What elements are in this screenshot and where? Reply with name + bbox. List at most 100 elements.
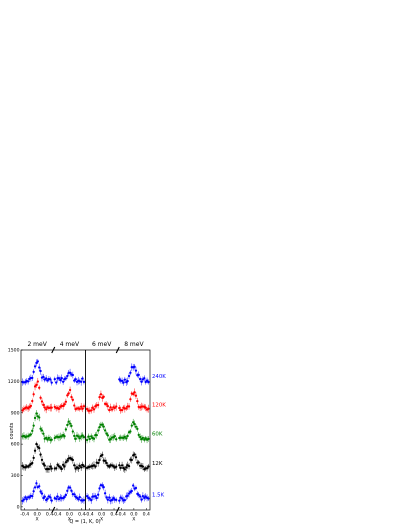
data-point xyxy=(95,496,98,500)
data-point xyxy=(47,436,51,440)
axis-break-mark xyxy=(51,346,56,354)
y-tick-label: 600 xyxy=(11,442,20,448)
data-point xyxy=(137,373,140,377)
data-point xyxy=(64,461,68,464)
data-point xyxy=(39,396,42,399)
data-point xyxy=(102,425,105,428)
data-point xyxy=(74,437,77,440)
data-point xyxy=(102,486,105,489)
x-tick-label: 0.0 xyxy=(98,512,105,518)
data-point xyxy=(78,495,81,499)
data-point xyxy=(145,467,149,470)
data-point xyxy=(125,466,128,469)
data-point xyxy=(133,365,136,368)
data-point xyxy=(101,423,104,426)
data-point xyxy=(147,497,150,500)
data-point xyxy=(98,487,101,490)
data-point xyxy=(97,429,100,432)
data-point xyxy=(40,492,44,495)
data-point xyxy=(38,386,41,389)
data-point xyxy=(94,495,97,498)
x-sub-label: X xyxy=(36,517,39,523)
data-point xyxy=(60,435,63,438)
data-point xyxy=(132,421,135,424)
data-point xyxy=(129,430,132,433)
data-point xyxy=(55,467,58,470)
series-120K xyxy=(21,377,150,415)
data-point xyxy=(90,409,93,412)
data-point xyxy=(115,498,118,502)
data-point xyxy=(71,373,74,377)
x-tick-label: 0.4 xyxy=(78,512,85,518)
data-point xyxy=(42,403,45,407)
data-point xyxy=(21,409,24,412)
data-point xyxy=(120,409,124,412)
x-axis-title: Q = (1, K, 0) xyxy=(69,519,100,525)
data-point xyxy=(49,496,52,499)
data-point xyxy=(82,405,86,408)
data-point xyxy=(122,466,125,470)
data-point xyxy=(67,420,70,423)
data-point xyxy=(98,458,101,462)
series-60K xyxy=(21,410,150,444)
data-point xyxy=(66,489,69,492)
data-point xyxy=(143,377,146,380)
x-sub-label: X xyxy=(100,517,103,523)
series-labels: 1.5K 12K 60K 120K 240K xyxy=(152,374,166,498)
data-point xyxy=(103,429,107,432)
data-point xyxy=(132,484,135,487)
data-point xyxy=(147,437,150,441)
data-point xyxy=(112,497,115,500)
data-point xyxy=(55,381,58,384)
y-tick-label: 0 xyxy=(17,504,20,510)
data-point xyxy=(50,406,53,409)
data-point xyxy=(24,496,27,499)
data-point xyxy=(32,424,35,427)
data-point xyxy=(130,489,133,493)
data-point xyxy=(138,435,142,439)
data-point xyxy=(22,498,26,501)
data-point xyxy=(130,458,133,462)
data-point xyxy=(59,378,62,382)
data-point xyxy=(127,464,131,468)
data-point xyxy=(118,499,121,502)
data-point xyxy=(132,392,135,396)
data-point xyxy=(29,433,33,436)
data-point xyxy=(134,486,138,490)
x-tick-label: -0.4 xyxy=(85,512,94,518)
data-point xyxy=(78,437,81,440)
data-point xyxy=(66,423,69,427)
data-point xyxy=(33,449,37,452)
data-point xyxy=(46,497,49,500)
data-point xyxy=(68,371,72,374)
data-point xyxy=(35,442,38,446)
data-point xyxy=(33,416,37,420)
data-point xyxy=(40,429,44,432)
plot-frame xyxy=(20,346,151,514)
data-point xyxy=(88,497,91,500)
data-point xyxy=(64,377,68,380)
data-point xyxy=(31,376,34,380)
data-point xyxy=(39,427,42,430)
data-point xyxy=(39,369,42,373)
data-point xyxy=(29,404,33,407)
data-point xyxy=(91,406,94,409)
data-point xyxy=(141,465,145,468)
data-point xyxy=(97,461,100,465)
data-point xyxy=(141,495,145,498)
data-point xyxy=(108,465,111,468)
data-point xyxy=(57,377,61,380)
data-point xyxy=(44,408,48,411)
data-point xyxy=(138,377,142,381)
data-point xyxy=(50,499,53,502)
data-point xyxy=(57,497,61,501)
data-point xyxy=(38,485,41,488)
data-point xyxy=(92,437,96,440)
data-point xyxy=(134,369,138,372)
x-tick-label: -0.4 xyxy=(52,512,61,518)
data-point xyxy=(39,453,42,456)
series-label: 240K xyxy=(152,374,166,380)
data-point xyxy=(130,424,133,427)
data-point xyxy=(50,467,53,470)
data-point xyxy=(71,458,74,462)
